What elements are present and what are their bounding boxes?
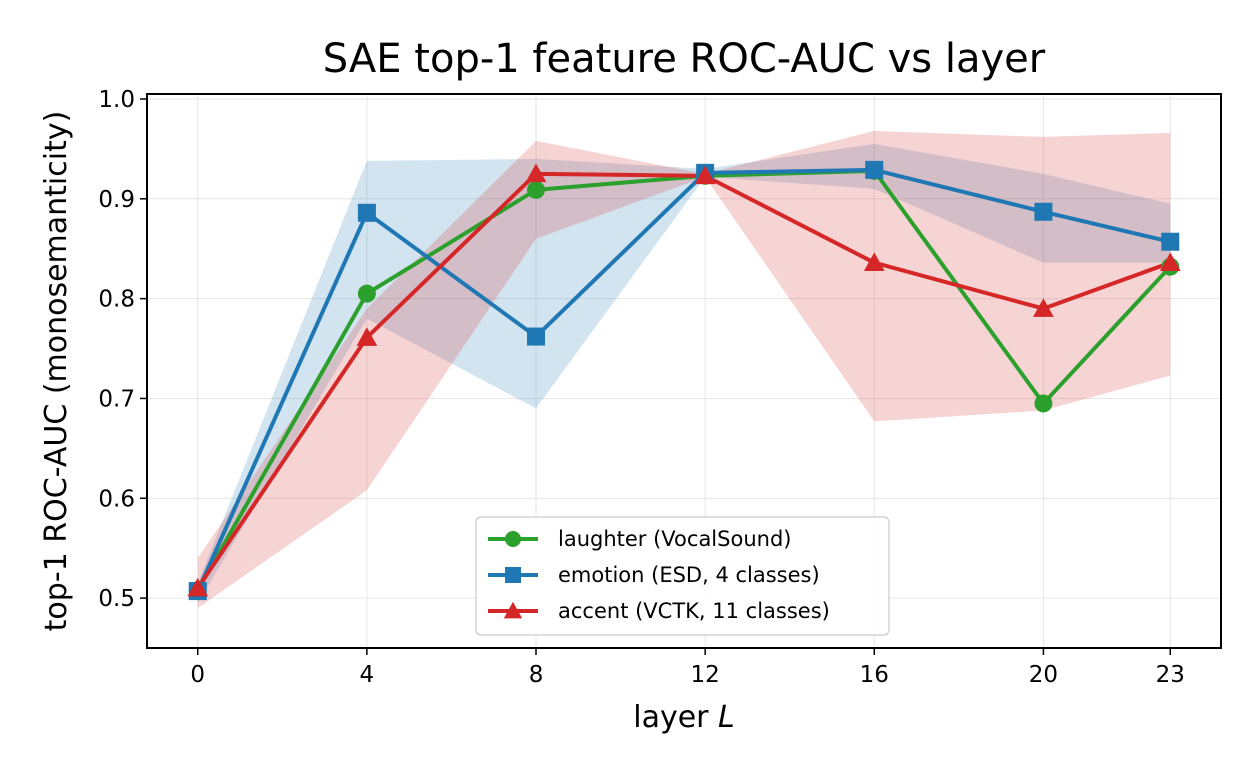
y-axis-ticks: 0.5 0.6 0.7 0.8 0.9 1.0 [98, 87, 147, 612]
data-point [694, 165, 716, 185]
data-point [527, 180, 546, 199]
plot-frame [146, 93, 1222, 649]
confidence-band [197, 143, 1171, 604]
data-point [527, 327, 546, 346]
data-point [863, 252, 885, 271]
x-tick-label: 4 [360, 662, 375, 688]
legend: laughter (VocalSound) emotion (ESD, 4 cla… [475, 516, 890, 636]
data-point [525, 163, 547, 183]
data-point [357, 284, 376, 303]
x-axis-ticks: 0 4 8 12 16 20 23 [190, 648, 1185, 688]
legend-label: laughter (VocalSound) [558, 527, 791, 551]
data-point [1034, 394, 1053, 413]
legend-marker [505, 567, 521, 583]
x-tick-label: 16 [860, 662, 889, 688]
y-tick-label: 0.8 [98, 287, 135, 313]
x-tick-label: 20 [1029, 662, 1058, 688]
chart-title: SAE top-1 feature ROC-AUC vs layer [323, 36, 1046, 82]
y-tick-label: 0.5 [98, 586, 135, 612]
series-markers [187, 160, 1181, 601]
y-tick-label: 0.7 [98, 386, 135, 412]
y-axis-title: top-1 ROC-AUC (monosemanticity) [39, 111, 74, 632]
legend-marker [505, 531, 521, 547]
data-point [1161, 232, 1180, 251]
legend-marker [503, 601, 523, 619]
x-tick-label: 0 [190, 662, 205, 688]
y-tick-label: 0.6 [98, 486, 135, 512]
x-tick-label: 12 [691, 662, 720, 688]
data-point [1034, 202, 1053, 221]
data-point [357, 203, 376, 222]
legend-box [475, 516, 890, 636]
data-point [356, 327, 378, 346]
x-tick-label: 8 [529, 662, 544, 688]
legend-label: emotion (ESD, 4 classes) [558, 563, 820, 587]
y-tick-label: 0.9 [98, 187, 135, 213]
y-tick-label: 1.0 [98, 87, 135, 113]
data-point [865, 160, 884, 179]
legend-label: accent (VCTK, 11 classes) [558, 599, 830, 623]
data-point [187, 577, 209, 597]
data-point [1159, 252, 1181, 271]
x-tick-label: 23 [1156, 662, 1185, 688]
x-axis-title: layer L [633, 700, 735, 735]
data-point [1033, 298, 1054, 317]
